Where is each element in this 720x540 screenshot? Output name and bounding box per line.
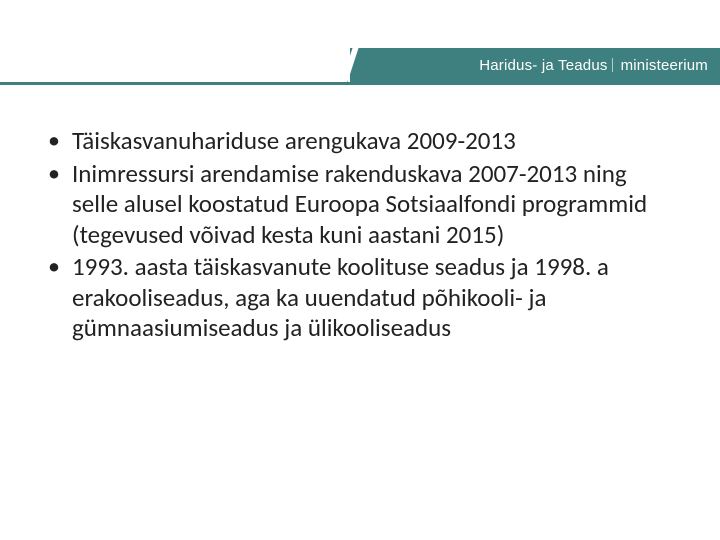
header-left-segment bbox=[0, 48, 347, 82]
bullet-list: Täiskasvanuhariduse arengukava 2009-2013… bbox=[44, 126, 676, 344]
header-underline bbox=[0, 82, 720, 85]
slide-content: Täiskasvanuhariduse arengukava 2009-2013… bbox=[44, 126, 676, 344]
ministry-name-light: Haridus- ja Teadus bbox=[479, 57, 607, 74]
ministry-wordmark: Haridus- ja Teadus ministeerium bbox=[479, 57, 708, 74]
ministry-separator bbox=[612, 58, 617, 72]
list-item: Inimressursi arendamise rakenduskava 200… bbox=[44, 159, 676, 251]
list-item: 1993. aasta täiskasvanute koolituse sead… bbox=[44, 252, 676, 344]
ministry-name-regular: ministeerium bbox=[621, 57, 708, 74]
list-item: Täiskasvanuhariduse arengukava 2009-2013 bbox=[44, 126, 676, 157]
header-bar: Haridus- ja Teadus ministeerium bbox=[0, 48, 720, 82]
